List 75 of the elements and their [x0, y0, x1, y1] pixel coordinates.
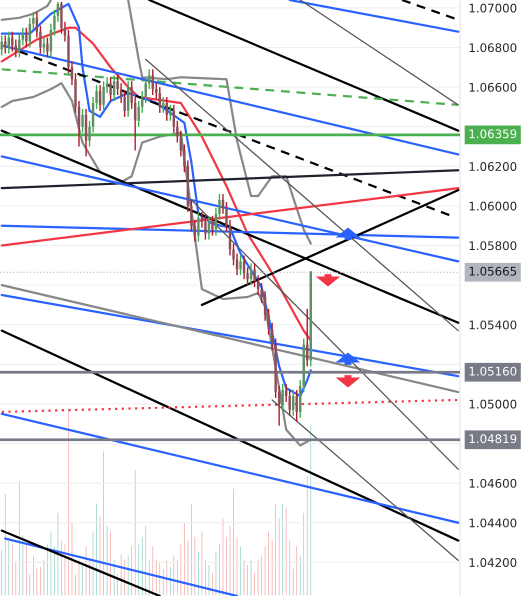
y-tick-label: 1.05000	[470, 400, 516, 409]
candlestick	[109, 76, 112, 102]
candlestick	[306, 308, 308, 368]
y-tick-label: 1.06600	[470, 82, 516, 92]
bar	[249, 558, 253, 596]
candlestick	[60, 1, 63, 34]
bar	[32, 554, 36, 596]
bar	[309, 424, 313, 596]
bar	[49, 530, 53, 596]
bar	[102, 450, 106, 596]
ref-line-label: 1.05665	[470, 266, 516, 276]
candlestick	[102, 80, 105, 112]
bar	[182, 520, 186, 596]
bar	[256, 558, 260, 596]
candlestick	[211, 215, 214, 236]
candlestick	[126, 80, 130, 118]
bar	[294, 545, 298, 596]
bar	[144, 524, 148, 596]
candlestick	[152, 68, 154, 96]
candlestick	[0, 34, 3, 56]
y-tick-label: 1.04200	[470, 558, 516, 567]
bar	[84, 545, 88, 596]
line-series	[127, 0, 312, 245]
bar	[94, 502, 98, 596]
y-tick-label: 1.04600	[470, 478, 516, 488]
bar	[56, 511, 60, 596]
bar	[221, 517, 225, 596]
bar	[274, 502, 278, 596]
y-tick-label: 1.06000	[470, 202, 516, 211]
y-tick-label: 1.06800	[470, 43, 516, 52]
bar	[200, 530, 204, 596]
y-tick-label: 1.04400	[470, 518, 516, 528]
bar	[165, 558, 169, 596]
bar	[10, 543, 14, 596]
bar	[66, 409, 70, 596]
bar	[18, 480, 22, 596]
candlestick	[158, 86, 161, 114]
candlestick	[295, 389, 298, 422]
candlestick	[239, 254, 242, 276]
candlestick	[162, 96, 165, 114]
y-tick-label: 1.06200	[470, 162, 516, 171]
ref-line-label: 1.06359	[470, 129, 516, 138]
bar	[133, 468, 137, 596]
bar	[4, 492, 8, 596]
candlestick	[250, 262, 252, 286]
ref-line-label: 1.05160	[470, 366, 516, 376]
bar	[77, 558, 81, 596]
bar	[280, 502, 284, 596]
candlestick	[208, 215, 210, 240]
y-tick-label: 1.05400	[470, 320, 516, 330]
bar	[190, 502, 194, 596]
candlestick	[8, 30, 10, 54]
bar	[266, 530, 270, 596]
candlestick	[112, 74, 116, 102]
line-series	[0, 0, 52, 21]
bar	[172, 554, 176, 596]
candlestick	[166, 96, 168, 122]
candlestick	[42, 36, 46, 54]
candlestick	[4, 34, 6, 54]
candlestick	[25, 27, 28, 48]
y-tick-label: 1.05800	[470, 241, 516, 250]
candlestick	[236, 252, 238, 276]
candlestick	[292, 389, 294, 417]
candlestick	[46, 36, 49, 58]
candlestick	[281, 383, 284, 411]
bar	[284, 506, 288, 596]
candlestick	[169, 104, 172, 122]
candlestick	[197, 211, 200, 242]
bar	[232, 487, 236, 596]
bar	[151, 545, 154, 596]
candlestick	[98, 84, 102, 112]
candlestick	[204, 215, 207, 240]
ref-line-label: 1.04819	[470, 434, 516, 444]
candlestick	[222, 193, 224, 215]
y-tick-label: 1.07000	[470, 4, 516, 13]
